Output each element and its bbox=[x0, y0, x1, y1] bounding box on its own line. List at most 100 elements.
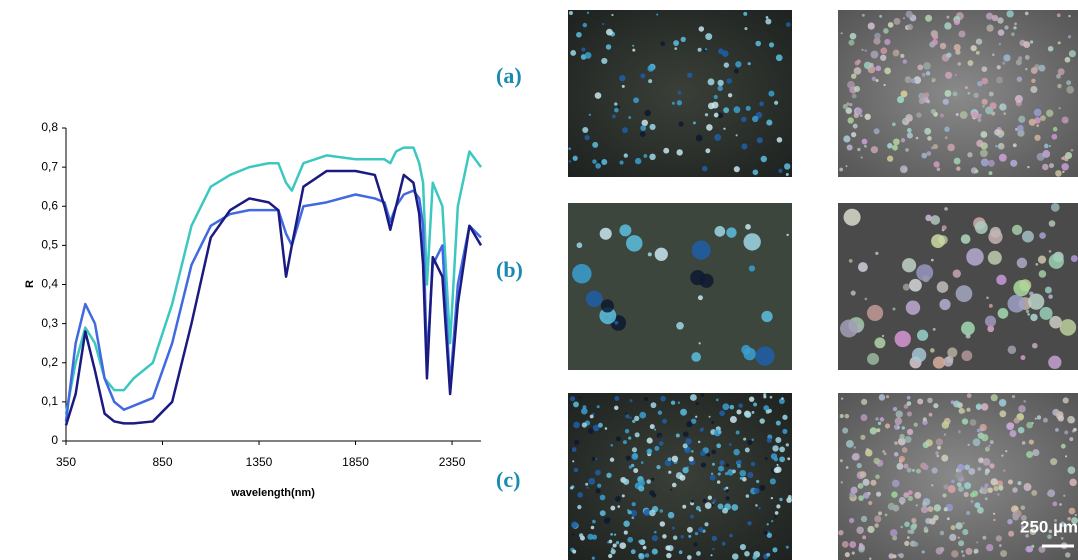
grain bbox=[1048, 163, 1054, 169]
grain bbox=[993, 518, 996, 522]
grain bbox=[1025, 533, 1029, 538]
grain bbox=[682, 466, 689, 474]
grain bbox=[1008, 530, 1015, 537]
grain bbox=[605, 44, 612, 50]
grain bbox=[690, 394, 697, 401]
grain bbox=[845, 466, 849, 469]
grain bbox=[875, 417, 879, 421]
grain bbox=[998, 153, 1007, 162]
grain bbox=[604, 427, 608, 430]
grain bbox=[664, 459, 672, 467]
grain bbox=[864, 297, 868, 301]
grain bbox=[849, 541, 857, 548]
grain bbox=[1014, 509, 1022, 518]
grain bbox=[907, 495, 914, 501]
grain bbox=[980, 433, 989, 442]
x-axis-label: wavelength(nm) bbox=[230, 487, 315, 499]
grain bbox=[1057, 68, 1065, 76]
grain bbox=[980, 131, 988, 138]
grain bbox=[905, 10, 913, 18]
grain bbox=[1013, 26, 1017, 30]
grain bbox=[688, 534, 692, 538]
grain bbox=[671, 455, 679, 463]
grain bbox=[980, 458, 984, 462]
grain bbox=[926, 99, 930, 104]
grain bbox=[743, 437, 747, 441]
grain bbox=[725, 496, 730, 501]
grain bbox=[864, 144, 867, 148]
grain bbox=[941, 421, 950, 429]
grain bbox=[704, 113, 709, 117]
grain bbox=[884, 67, 891, 75]
grain bbox=[1068, 50, 1076, 58]
grain bbox=[612, 114, 616, 119]
grain bbox=[670, 400, 676, 405]
grain bbox=[943, 356, 954, 367]
grain bbox=[859, 114, 863, 117]
grain bbox=[1055, 170, 1062, 177]
grain bbox=[677, 401, 681, 404]
grain bbox=[744, 447, 750, 453]
grain bbox=[1035, 262, 1039, 266]
grain bbox=[987, 250, 1002, 265]
grain bbox=[977, 80, 983, 87]
grain bbox=[727, 469, 734, 476]
grain bbox=[723, 487, 727, 491]
grain bbox=[842, 104, 848, 109]
grain bbox=[944, 136, 948, 140]
grain bbox=[782, 414, 788, 420]
grain bbox=[712, 547, 715, 551]
grain bbox=[643, 396, 649, 402]
grain bbox=[1026, 451, 1034, 459]
grain bbox=[774, 511, 779, 515]
grain bbox=[961, 554, 965, 558]
grain bbox=[1031, 78, 1036, 84]
grain bbox=[643, 509, 651, 517]
grain bbox=[717, 112, 724, 119]
grain bbox=[619, 224, 632, 237]
grain bbox=[900, 138, 906, 143]
grain bbox=[1011, 433, 1015, 438]
grain bbox=[916, 264, 934, 282]
panel-label: (c) bbox=[496, 467, 520, 492]
grain bbox=[744, 411, 752, 418]
grain bbox=[718, 465, 725, 472]
grain bbox=[917, 64, 924, 71]
grain bbox=[972, 438, 981, 447]
grain bbox=[1028, 547, 1034, 552]
grain bbox=[1012, 487, 1018, 493]
grain bbox=[577, 504, 582, 510]
grain bbox=[936, 281, 949, 293]
grain bbox=[970, 45, 977, 52]
grain bbox=[728, 443, 732, 446]
grain bbox=[656, 464, 661, 470]
grain bbox=[880, 54, 887, 61]
grain bbox=[594, 457, 598, 461]
grain bbox=[925, 439, 933, 447]
grain bbox=[626, 235, 643, 252]
grain bbox=[779, 446, 785, 453]
y-tick-label: 0,4 bbox=[41, 277, 58, 291]
grain bbox=[646, 448, 653, 455]
grain bbox=[775, 54, 783, 62]
grain bbox=[615, 541, 620, 545]
grain bbox=[1016, 257, 1028, 269]
grain bbox=[1011, 224, 1023, 236]
grain bbox=[930, 348, 935, 353]
grain bbox=[1045, 109, 1054, 117]
grain bbox=[585, 482, 589, 486]
grain bbox=[755, 504, 758, 507]
grain bbox=[883, 83, 886, 87]
grain bbox=[721, 541, 726, 546]
grain bbox=[906, 395, 911, 400]
grain bbox=[1052, 501, 1058, 507]
grain bbox=[860, 515, 868, 523]
grain bbox=[989, 463, 995, 469]
grain bbox=[1053, 518, 1058, 523]
grain bbox=[958, 540, 965, 547]
grain bbox=[852, 123, 858, 129]
grain bbox=[955, 471, 963, 480]
grain bbox=[615, 496, 621, 502]
grain bbox=[611, 13, 614, 17]
grain bbox=[759, 484, 766, 491]
